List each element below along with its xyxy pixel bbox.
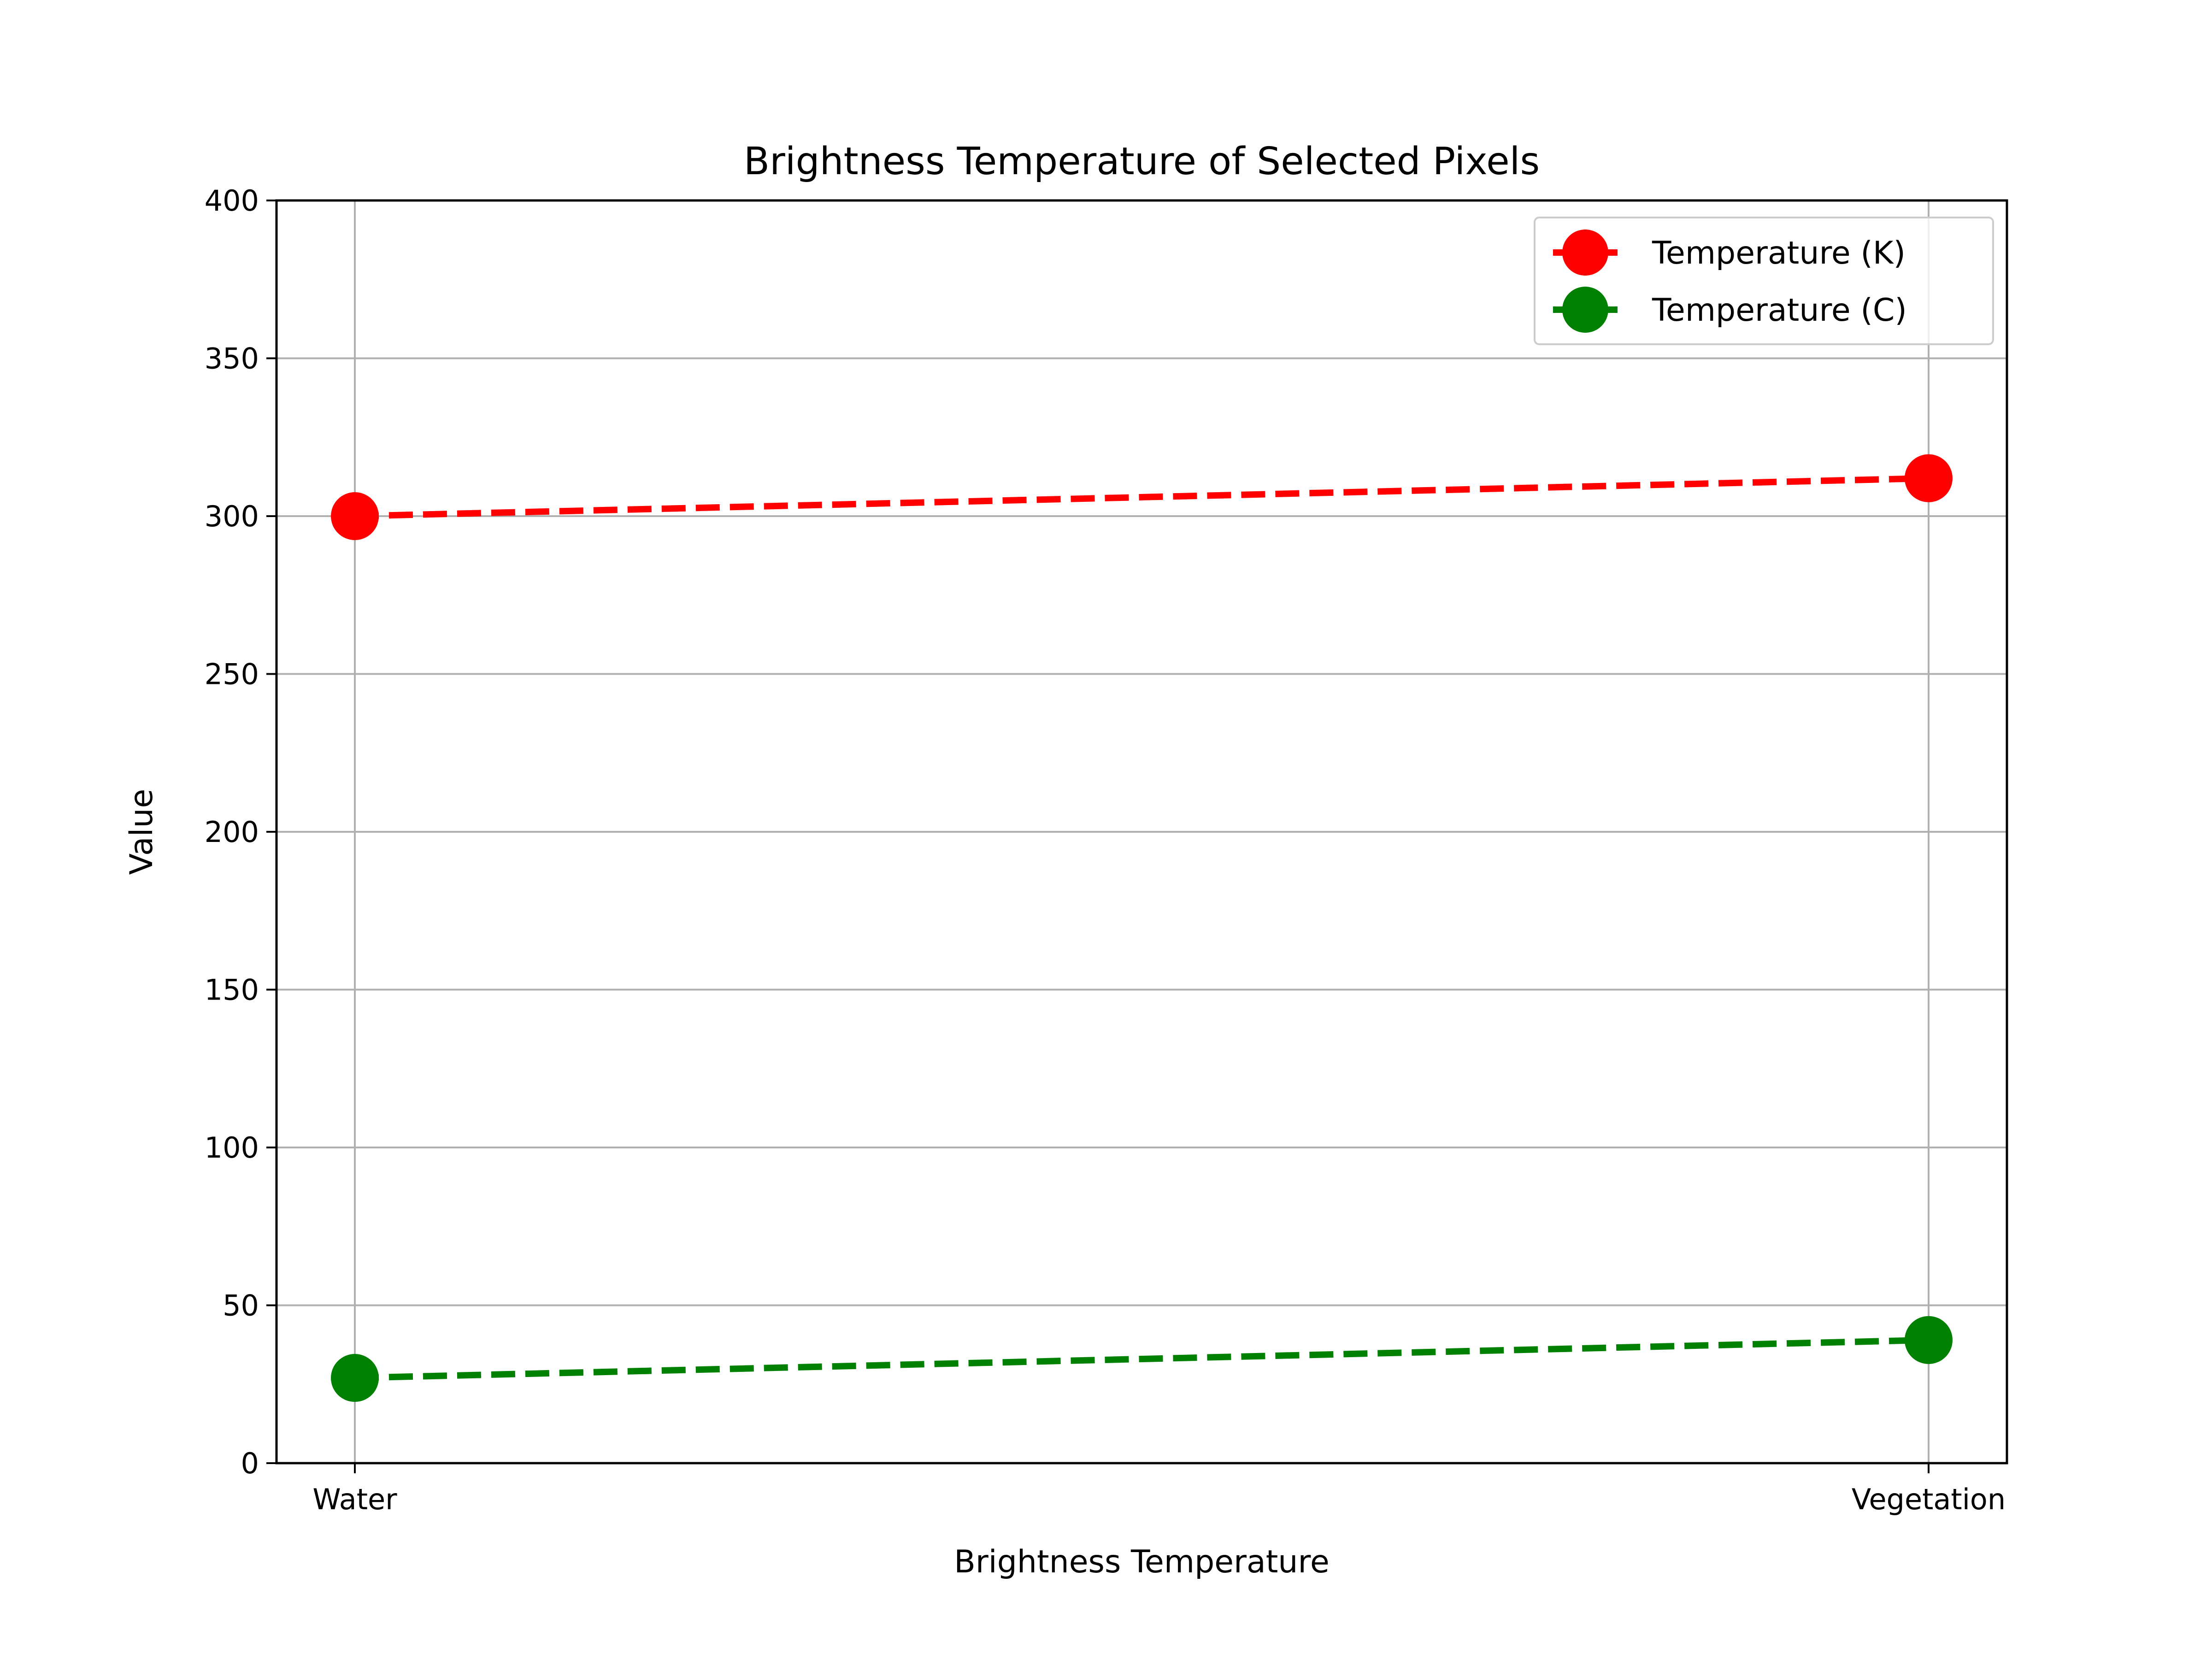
legend-item: Temperature (C) <box>1553 287 1907 333</box>
y-tick-label: 50 <box>223 1289 259 1323</box>
data-point <box>1905 1316 1953 1364</box>
legend-box <box>1534 217 1994 345</box>
y-tick-label: 150 <box>205 973 259 1007</box>
legend-marker <box>1562 287 1608 333</box>
series-2 <box>331 1316 1953 1402</box>
y-tick-label: 100 <box>205 1131 259 1165</box>
legend-marker <box>1562 229 1608 276</box>
x-tick-label: Vegetation <box>1852 1483 2006 1516</box>
y-tick-label: 200 <box>205 815 259 849</box>
data-point <box>331 492 379 540</box>
x-tick-label: Water <box>312 1483 397 1516</box>
series-layer <box>331 454 1953 1402</box>
x-axis-title: Brightness Temperature <box>954 1544 1330 1580</box>
ticks: 0 50 100 150 200 250 300 350 400 Water Vegetation <box>205 184 2006 1516</box>
series-line <box>354 475 1929 519</box>
legend-label: Temperature (C) <box>1652 292 1907 329</box>
y-tick-label: 0 <box>241 1447 259 1480</box>
data-point <box>331 1354 379 1402</box>
y-axis-title: Value <box>124 789 160 875</box>
legend-label: Temperature (K) <box>1652 235 1906 271</box>
data-point <box>1905 454 1953 502</box>
legend-item: Temperature (K) <box>1553 229 1906 276</box>
y-tick-label: 250 <box>205 658 259 691</box>
series-line <box>354 1336 1929 1382</box>
y-tick-label: 350 <box>205 342 259 376</box>
y-tick-label: 300 <box>205 500 259 533</box>
legend: Temperature (K) Temperature (C) <box>1534 217 1994 345</box>
series-1 <box>331 454 1953 540</box>
y-tick-label: 400 <box>205 184 259 218</box>
chart-title: Brightness Temperature of Selected Pixel… <box>744 140 1540 183</box>
